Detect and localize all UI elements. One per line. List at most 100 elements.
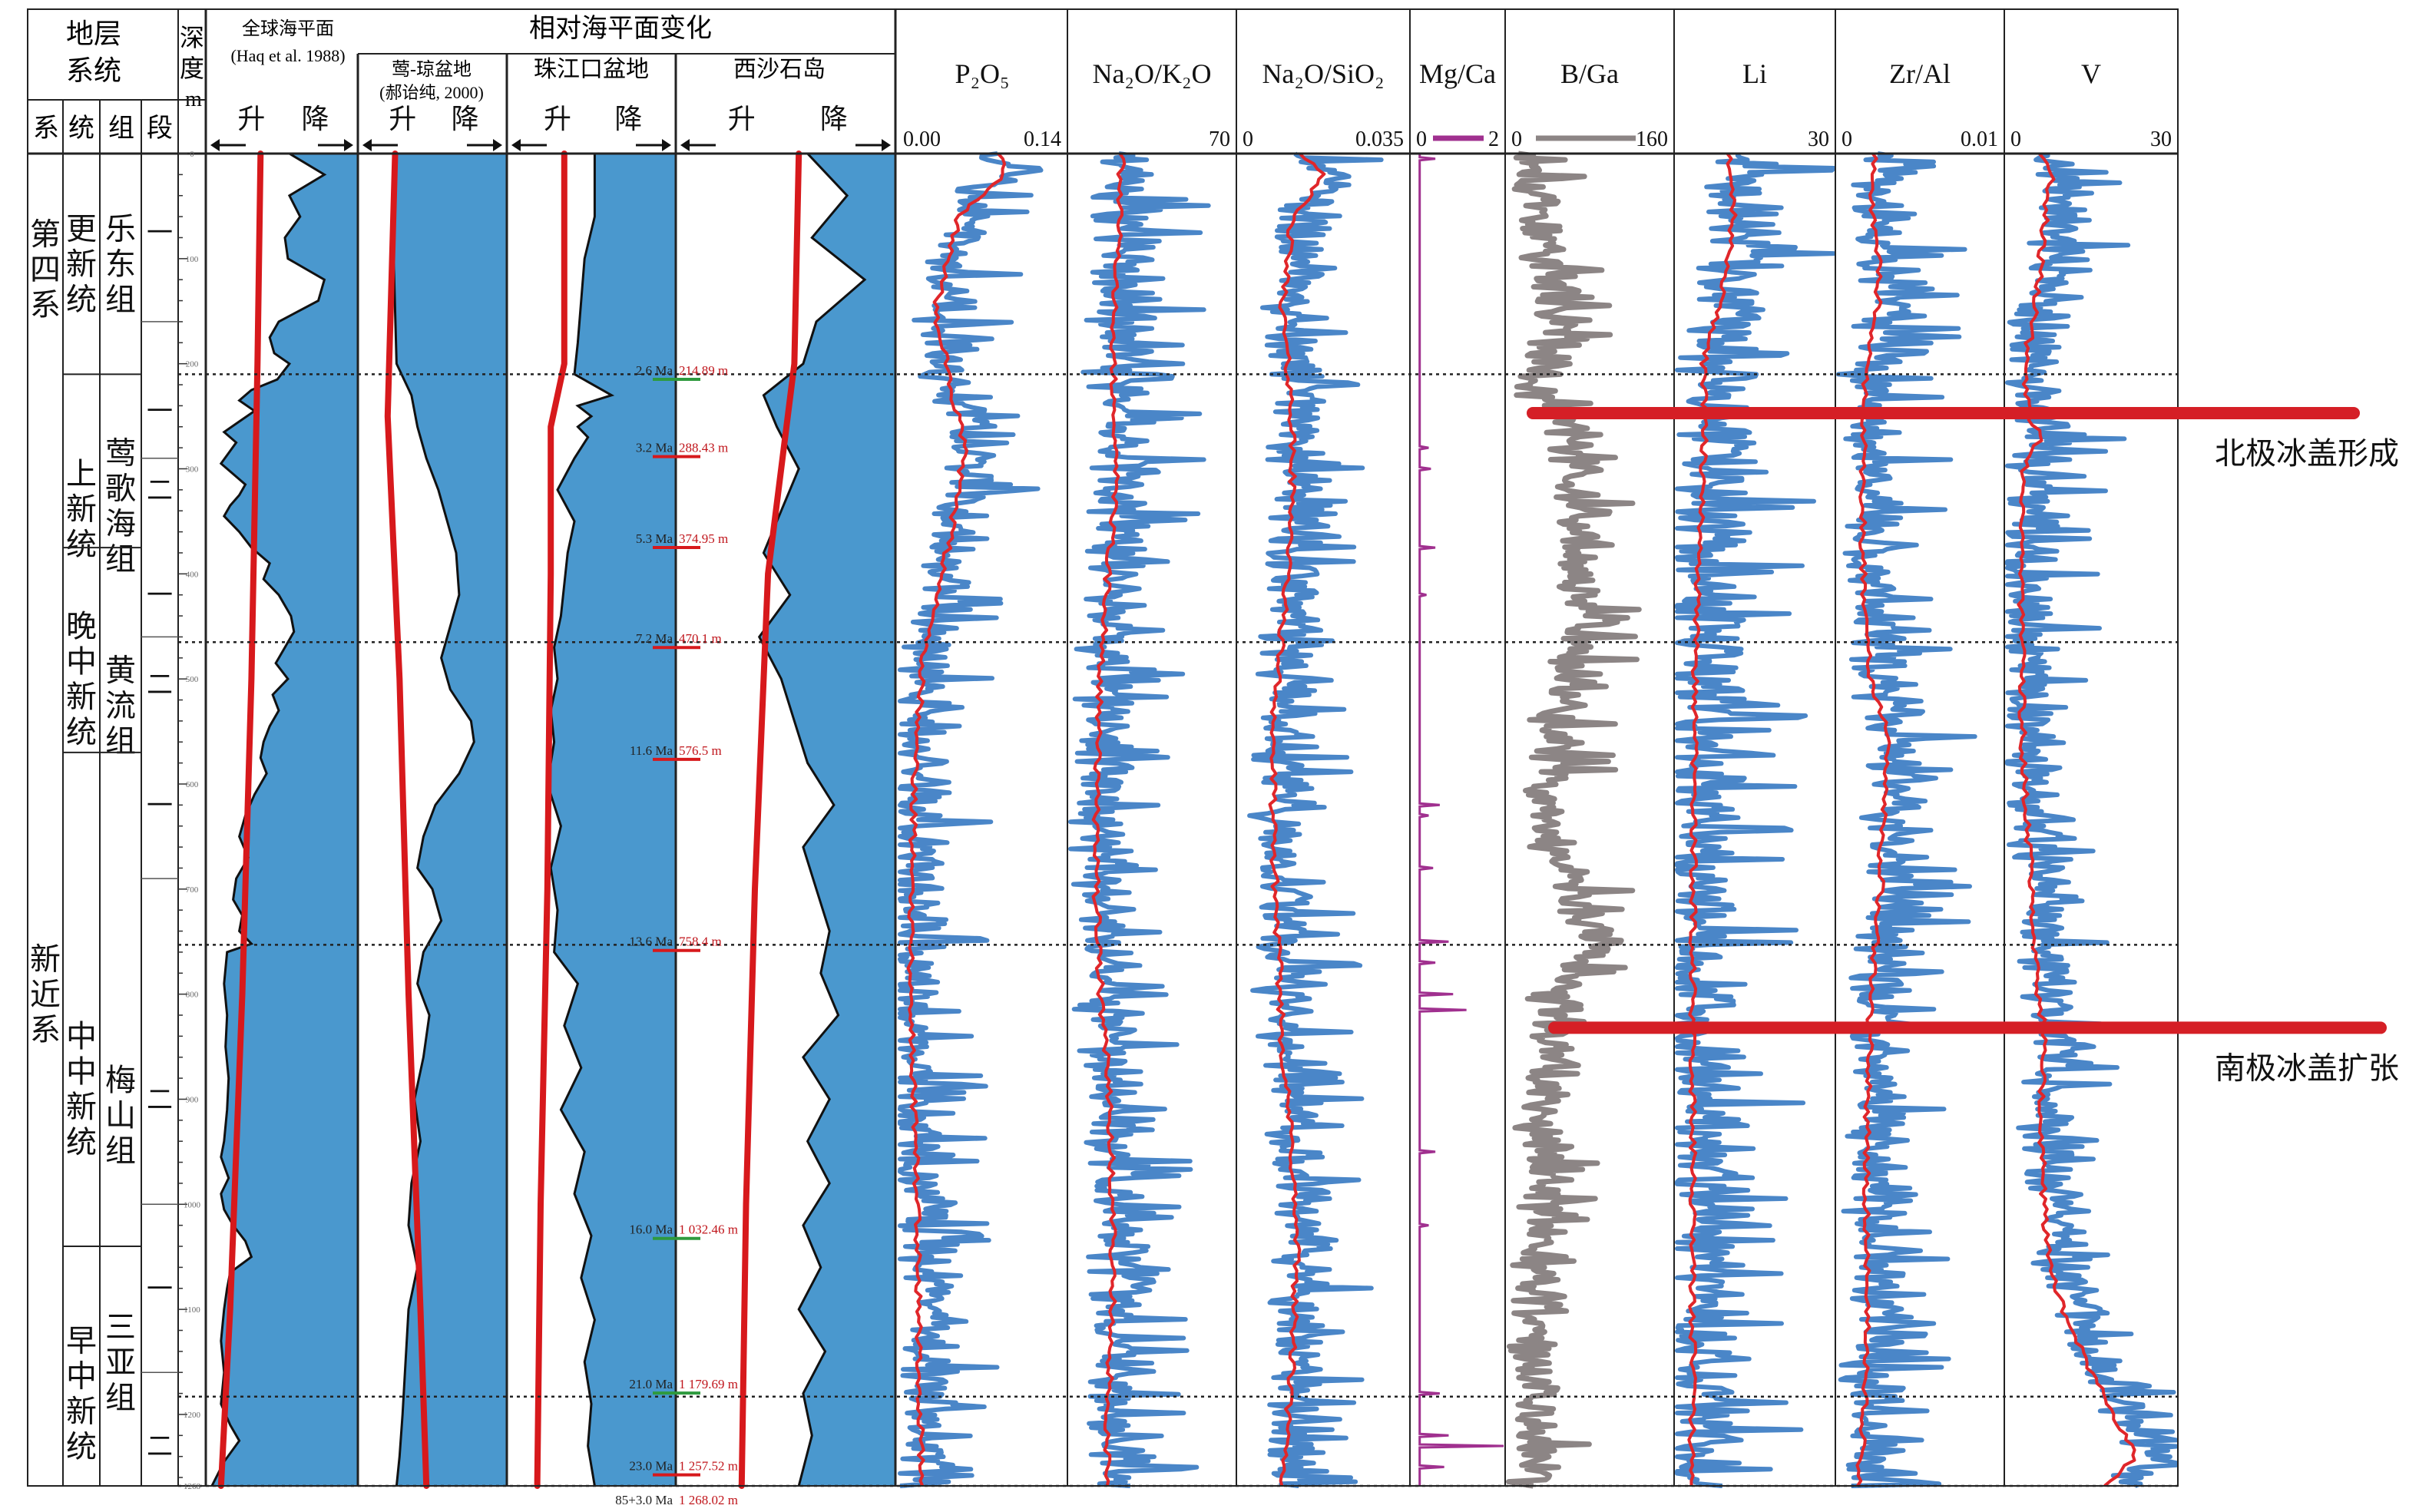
age-marker-age: 13.6 Ma — [629, 935, 673, 949]
header-depth-2: 度 — [180, 55, 204, 82]
geochem-panel-1: Na₂O/K₂O 70 — [1068, 58, 1230, 1488]
system-quaternary: 第 — [30, 217, 61, 252]
formation-sanya: 组 — [105, 1381, 136, 1415]
panel-title: Li — [1742, 58, 1767, 89]
trend-line — [2017, 152, 2136, 1487]
outer-border — [27, 8, 2179, 1487]
panel-title: P₂O₅ — [955, 58, 1009, 89]
depth-tick-label: 1200 — [184, 1411, 201, 1420]
panel-tick-max: 0.035 — [1355, 127, 1404, 151]
series-line — [1836, 151, 1977, 1488]
member-s1: 一 — [147, 220, 173, 248]
sea-level-fill — [547, 154, 676, 1486]
header-global-sea-level: 全球海平面 — [242, 18, 334, 39]
panel-title: Na₂O/K₂O — [1092, 58, 1211, 89]
chart-frame — [27, 8, 2179, 1487]
header-strata-line1: 地层 — [66, 18, 121, 49]
age-marker-age: 23.0 Ma — [629, 1459, 673, 1474]
panel-tick-max: 70 — [1209, 127, 1230, 151]
header-system: 系 — [33, 114, 59, 143]
arrow-right-head-icon — [882, 139, 891, 151]
series-pleistocene: 新 — [66, 247, 97, 282]
formation-huangliu: 流 — [105, 688, 136, 723]
series-line — [2005, 152, 2179, 1488]
formation-yinggehai: 歌 — [105, 471, 136, 505]
member-s7: 二 — [147, 1086, 173, 1114]
depth-tick-label: 900 — [186, 1095, 199, 1104]
panel-tick-min: 0 — [1416, 127, 1427, 151]
depth-tick-label: 1268 — [184, 1482, 201, 1491]
age-marker-depth: 1 268.02 m — [679, 1493, 738, 1507]
age-marker-age: 5.3 Ma — [636, 531, 673, 546]
panel-title: Zr/Al — [1889, 58, 1951, 89]
formation-ledong: 组 — [105, 283, 136, 317]
age-marker-depth: 576.5 m — [679, 743, 722, 758]
age-marker-depth: 758.4 m — [679, 935, 722, 949]
sea-level-trend — [534, 151, 568, 1489]
geochem-panel-7: V 0 30 — [2005, 58, 2179, 1488]
formation-meishan: 山 — [105, 1098, 136, 1133]
panel-tick-min: 0 — [1511, 127, 1522, 151]
age-marker-age: 3.2 Ma — [636, 441, 673, 455]
age-marker-depth: 374.95 m — [679, 531, 728, 546]
series-middle-miocene: 新 — [66, 1090, 97, 1124]
series-pliocene: 上 — [66, 456, 97, 491]
geochem-panel-0: P₂O₅ 0.00 0.14 — [898, 58, 1061, 1488]
depth-tick-label: 400 — [186, 570, 199, 579]
age-marker-depth: 1 179.69 m — [679, 1377, 738, 1391]
system-neogene: 近 — [30, 978, 61, 1012]
age-marker-depth: 1 032.46 m — [679, 1223, 738, 1237]
header-basin-xs: 西沙石岛 — [733, 57, 826, 82]
panel-tick-max: 0.01 — [1961, 127, 1998, 151]
fall-label: 降 — [614, 104, 642, 134]
formation-yinggehai: 海 — [105, 506, 136, 541]
sea-level-trend — [738, 151, 802, 1489]
series-late-miocene: 晚 — [66, 609, 97, 644]
depth-tick-label: 0 — [190, 150, 194, 159]
system-quaternary: 四 — [30, 253, 61, 287]
arrow-left-head-icon — [362, 139, 372, 151]
system-quaternary: 系 — [30, 288, 61, 323]
depth-tick-label: 200 — [186, 360, 199, 369]
sea-level-fill — [211, 154, 358, 1486]
formation-meishan: 组 — [105, 1133, 136, 1168]
sea-level-fill — [393, 154, 507, 1486]
arrow-left-head-icon — [511, 139, 521, 151]
series-middle-miocene: 统 — [66, 1125, 97, 1160]
series-early-miocene: 统 — [66, 1430, 97, 1464]
depth-tick-label: 800 — [186, 991, 199, 1000]
event-label-arctic: 北极冰盖形成 — [2215, 436, 2399, 471]
arrow-left-head-icon — [680, 139, 690, 151]
series-pleistocene: 统 — [66, 283, 97, 317]
series-late-miocene: 新 — [66, 680, 97, 714]
series-line — [1675, 152, 1836, 1488]
trend-line — [1687, 152, 1738, 1487]
member-s3: 二 — [147, 477, 173, 505]
formation-ledong: 东 — [105, 247, 136, 282]
member-s8: 一 — [147, 1275, 173, 1304]
age-marker-depth: 470.1 m — [679, 631, 722, 646]
header-formation: 组 — [108, 114, 134, 143]
header-member: 段 — [147, 114, 173, 143]
series-middle-miocene: 中 — [66, 1054, 97, 1089]
formation-yinggehai: 莺 — [105, 435, 136, 470]
trend-line — [1091, 152, 1127, 1487]
depth-tick-label: 500 — [186, 675, 199, 684]
sea-level-curve — [210, 152, 327, 1487]
sea-level-trend — [217, 151, 264, 1489]
rise-label: 升 — [237, 104, 265, 134]
panel-tick-max: 30 — [2150, 127, 2172, 151]
series-line — [1418, 154, 1504, 1486]
panel-tick-min: 0.00 — [903, 127, 941, 151]
formation-ledong: 乐 — [105, 212, 136, 246]
depth-tick-label: 1000 — [184, 1200, 201, 1209]
stratigraphy: 第四系新近系更新统上新统晚中新统中中新统早中新统乐东组莺歌海组黄流组梅山组三亚组… — [30, 212, 178, 1464]
event-label-antarctic: 南极冰盖扩张 — [2215, 1050, 2399, 1085]
formation-huangliu: 黄 — [105, 653, 136, 687]
panel-title: V — [2081, 58, 2101, 89]
age-marker-age: 2.6 Ma — [636, 363, 673, 378]
fall-label: 降 — [820, 104, 848, 134]
arrow-right-head-icon — [493, 139, 502, 151]
